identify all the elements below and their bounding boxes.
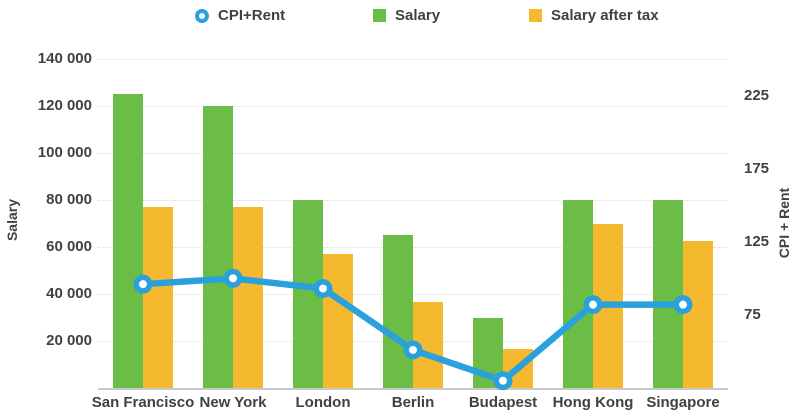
left-axis-tick-label: 100 000 <box>37 144 92 161</box>
bar-salary-san-francisco[interactable] <box>113 94 143 388</box>
bar-salary-new-york[interactable] <box>203 106 233 388</box>
bar-salary-budapest[interactable] <box>473 317 503 388</box>
bar-salary-berlin[interactable] <box>383 235 413 388</box>
gridline <box>98 59 728 60</box>
bar-salary-after-tax-singapore[interactable] <box>683 241 713 388</box>
gridline <box>98 106 728 107</box>
left-axis-tick-label: 60 000 <box>46 238 92 255</box>
x-axis-label: Berlin <box>391 394 435 411</box>
salary-after-tax-swatch-icon <box>529 9 542 22</box>
line-marker-icon <box>195 8 209 23</box>
x-axis-label: Hong Kong <box>552 394 634 411</box>
x-axis-label: London <box>295 394 351 411</box>
bar-salary-after-tax-berlin[interactable] <box>413 302 443 388</box>
bar-salary-after-tax-hong-kong[interactable] <box>593 223 623 388</box>
legend-label-salary-after-tax: Salary after tax <box>551 7 659 24</box>
bar-salary-after-tax-new-york[interactable] <box>233 207 263 388</box>
right-axis-tick-label: 75 <box>744 305 761 323</box>
legend-item-salary[interactable]: Salary <box>373 7 440 24</box>
left-axis-tick-label: 120 000 <box>37 97 92 114</box>
x-axis-line <box>98 388 728 390</box>
right-axis-tick-label: 125 <box>744 232 770 250</box>
x-axis-label: Singapore <box>646 394 720 411</box>
gridline <box>98 153 728 154</box>
gridline <box>98 247 728 248</box>
left-axis-tick-label: 80 000 <box>46 191 92 208</box>
x-axis-label: New York <box>199 394 267 411</box>
left-axis-tick-label: 20 000 <box>46 332 92 349</box>
left-axis-tick-label: 40 000 <box>46 285 92 302</box>
x-axis-label: San Francisco <box>91 394 195 411</box>
legend-label-salary: Salary <box>395 7 441 24</box>
bar-salary-after-tax-san-francisco[interactable] <box>143 207 173 388</box>
right-axis-title: CPI + Rent <box>776 187 792 259</box>
bar-salary-hong-kong[interactable] <box>563 200 593 388</box>
legend-item-salary-after-tax[interactable]: Salary after tax <box>529 7 659 24</box>
bar-salary-after-tax-london[interactable] <box>323 254 353 388</box>
right-axis-tick-label: 175 <box>744 159 770 177</box>
salary-swatch-icon <box>373 9 386 22</box>
left-axis-tick-label: 140 000 <box>37 50 92 67</box>
x-axis-label: Budapest <box>468 394 538 411</box>
bar-salary-after-tax-budapest[interactable] <box>503 349 533 388</box>
legend-item-cpi-rent[interactable]: CPI+Rent <box>195 7 285 24</box>
bar-salary-london[interactable] <box>293 200 323 388</box>
gridline <box>98 294 728 295</box>
right-axis-tick-label: 225 <box>744 86 770 104</box>
gridline <box>98 200 728 201</box>
legend-label-cpi-rent: CPI+Rent <box>218 7 286 24</box>
bar-salary-singapore[interactable] <box>653 200 683 388</box>
